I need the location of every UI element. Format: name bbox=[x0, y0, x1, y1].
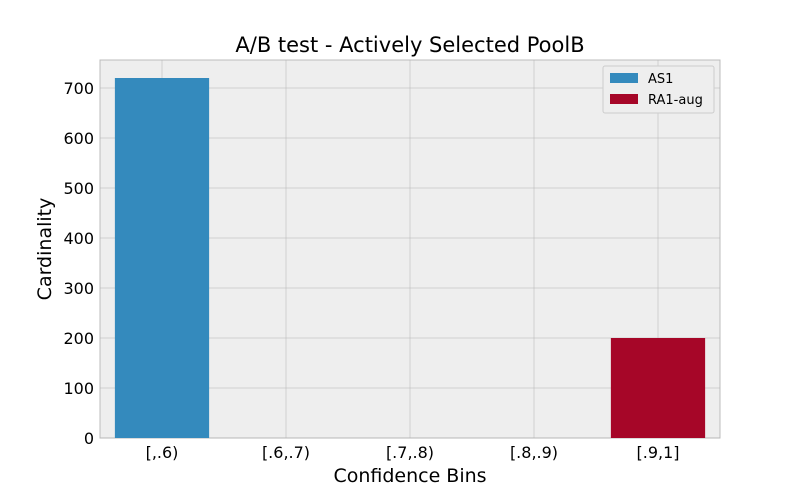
x-axis-ticks: [,.6) [.6,.7) [.7,.8) [.8,.9) [.9,1] bbox=[146, 443, 680, 462]
legend-swatch bbox=[610, 94, 638, 104]
y-tick-label: 100 bbox=[63, 379, 94, 398]
legend-swatch bbox=[610, 73, 638, 83]
y-tick-label: 500 bbox=[63, 179, 94, 198]
chart-title: A/B test - Actively Selected PoolB bbox=[235, 33, 584, 57]
y-tick-label: 600 bbox=[63, 129, 94, 148]
bar-ra1-aug bbox=[610, 338, 706, 438]
x-tick-label: [.9,1] bbox=[636, 443, 679, 462]
y-tick-label: 200 bbox=[63, 329, 94, 348]
y-tick-label: 400 bbox=[63, 229, 94, 248]
y-tick-label: 300 bbox=[63, 279, 94, 298]
x-axis-label: Confidence Bins bbox=[333, 465, 486, 487]
legend-label: RA1-aug bbox=[648, 93, 703, 108]
bar-as1 bbox=[114, 78, 210, 438]
y-tick-label: 0 bbox=[84, 429, 94, 448]
legend: AS1 RA1-aug bbox=[602, 65, 715, 114]
y-axis-ticks: 0 100 200 300 400 500 600 700 bbox=[63, 79, 94, 448]
x-tick-label: [.6,.7) bbox=[262, 443, 310, 462]
y-axis-label: Cardinality bbox=[34, 198, 56, 301]
x-tick-label: [.7,.8) bbox=[386, 443, 434, 462]
x-tick-label: [.8,.9) bbox=[510, 443, 558, 462]
bars bbox=[114, 78, 706, 438]
legend-label: AS1 bbox=[648, 72, 673, 87]
x-tick-label: [,.6) bbox=[146, 443, 179, 462]
y-tick-label: 700 bbox=[63, 79, 94, 98]
